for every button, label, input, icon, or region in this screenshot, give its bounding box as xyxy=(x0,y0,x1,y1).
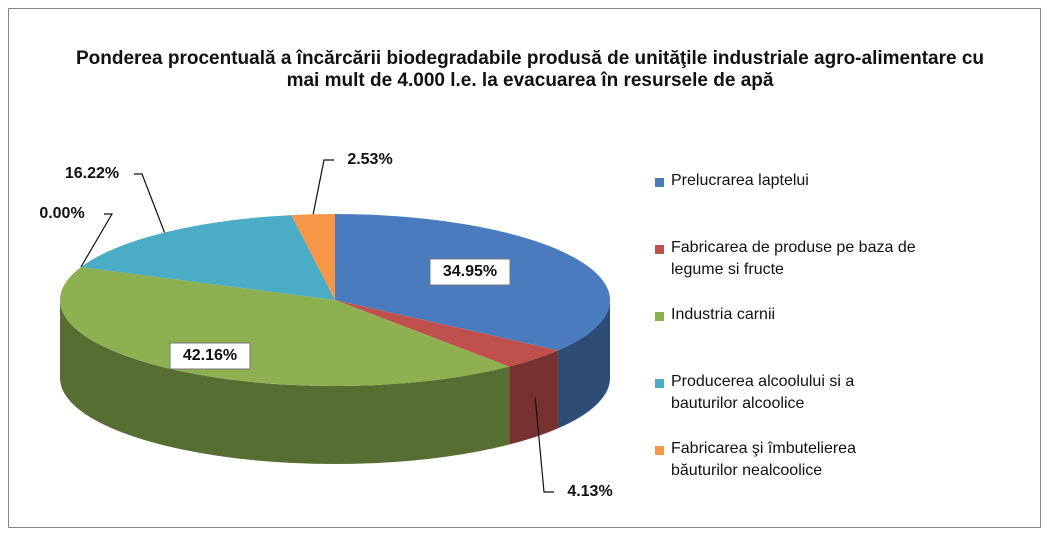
legend-item: Fabricarea de produse pe baza de legume … xyxy=(655,237,921,281)
slice-side xyxy=(509,350,558,445)
chart-title: Ponderea procentuală a încărcării biodeg… xyxy=(75,48,985,91)
legend-swatch xyxy=(655,312,664,321)
legend-swatch xyxy=(655,446,664,455)
data-label: 34.95% xyxy=(443,263,497,280)
legend-label: Fabricarea de produse pe baza de legume … xyxy=(671,239,916,278)
data-label: 42.16% xyxy=(183,347,237,364)
slice xyxy=(80,215,335,300)
slice-side xyxy=(59,300,510,464)
slice xyxy=(335,300,558,367)
legend-label: Industria carnii xyxy=(671,306,776,323)
legend-item: Prelucrarea laptelui xyxy=(655,170,921,192)
leader-line xyxy=(80,213,114,268)
leader-line xyxy=(312,159,334,215)
leader-line xyxy=(534,397,554,493)
leader-line xyxy=(134,173,166,233)
data-label: 0.00% xyxy=(39,205,84,222)
data-label: 2.53% xyxy=(347,151,392,168)
data-label: 16.22% xyxy=(65,165,119,182)
legend-swatch xyxy=(655,178,664,187)
label-box xyxy=(169,342,251,370)
slice xyxy=(291,214,335,300)
legend-label: Producerea alcoolului si a bauturilor al… xyxy=(671,373,855,412)
legend-item: Producerea alcoolului si a bauturilor al… xyxy=(655,371,921,415)
legend-swatch xyxy=(655,245,664,254)
legend-label: Fabricarea şi îmbutelierea băuturilor ne… xyxy=(671,440,856,479)
data-label: 4.13% xyxy=(567,483,612,500)
legend-item: Fabricarea şi îmbutelierea băuturilor ne… xyxy=(655,438,921,482)
legend-label: Prelucrarea laptelui xyxy=(671,172,809,189)
chart-frame xyxy=(8,8,1041,528)
legend-swatch xyxy=(655,379,664,388)
legend-item: Industria carnii xyxy=(655,304,921,326)
label-box xyxy=(429,258,511,286)
slice-side xyxy=(557,300,610,429)
